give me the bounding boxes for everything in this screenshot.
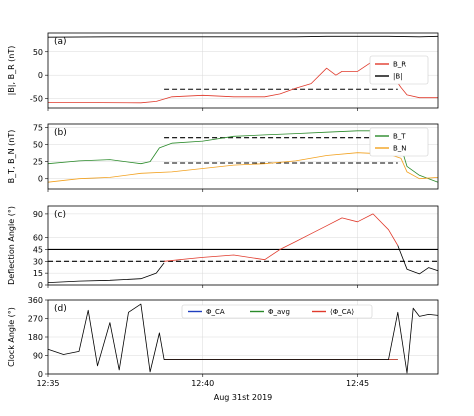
y-tick-label: 45	[33, 245, 43, 254]
y-tick-label: 0	[38, 281, 43, 290]
panel-label: (b)	[54, 128, 67, 138]
series-line-outside	[47, 262, 165, 283]
y-axis-label: |B|, B_R (nT)	[7, 46, 16, 96]
y-tick-label: 30	[33, 257, 43, 266]
y-tick-label: 90	[33, 210, 43, 219]
plot-frame	[47, 32, 439, 109]
x-tick-label: 12:40	[191, 379, 214, 388]
plot-frame	[47, 123, 439, 190]
panel-label: (a)	[54, 37, 67, 47]
legend-label: Φ_avg	[268, 308, 290, 316]
y-tick-label: 0	[38, 370, 43, 379]
y-tick-label: 75	[33, 123, 43, 132]
plot-frame	[47, 205, 439, 286]
series-line-b-r	[47, 60, 438, 104]
y-axis-label: Deflection Angle (°)	[7, 206, 16, 285]
legend-box	[369, 55, 429, 85]
panel-label: (d)	[54, 304, 67, 314]
x-tick-label: 12:45	[346, 379, 369, 388]
legend-box	[181, 304, 373, 319]
legend-box	[369, 127, 429, 157]
legend-label: B_T	[393, 133, 406, 141]
y-tick-label: 60	[33, 234, 43, 243]
y-tick-label: 25	[33, 158, 43, 167]
legend-label: ⟨Φ_CA⟩	[330, 308, 354, 316]
panel-2: 0 25 50 75 (b) B_T, B_N (nT) B_T B_N	[7, 123, 439, 192]
legend-label: |B|	[393, 73, 403, 81]
series-line-b-n	[47, 152, 439, 183]
series-line-after	[397, 245, 439, 275]
series-line-inside	[164, 213, 399, 262]
legend-label: B_R	[393, 61, 406, 69]
y-tick-label: 180	[28, 333, 43, 342]
y-tick-label: 0	[38, 71, 43, 80]
legend: Φ_CA Φ_avg ⟨Φ_CA⟩	[181, 304, 373, 319]
series-line-measured	[47, 303, 439, 374]
x-axis-label: Aug 31st 2019	[214, 393, 273, 402]
panel-3: 0 15 30 45 60 90 (c) Deflection Angle (°)	[7, 205, 439, 290]
panel-4: 0 90 180 270 360 (d) Clock Angle (°) Φ_CA Φ_avg ⟨…	[7, 296, 439, 379]
y-tick-label: 50	[33, 48, 43, 57]
y-tick-label: 15	[33, 269, 43, 278]
y-axis-label: B_T, B_N (nT)	[7, 130, 16, 184]
y-tick-label: 90	[33, 352, 43, 361]
legend: B_R |B|	[369, 55, 429, 85]
y-tick-label: 0	[38, 175, 43, 184]
y-tick-label: -50	[30, 95, 43, 104]
y-tick-label: 50	[33, 141, 43, 150]
y-axis-label: Clock Angle (°)	[7, 307, 16, 367]
y-tick-label: 270	[28, 315, 43, 324]
y-tick-label: 360	[28, 296, 43, 305]
x-tick-label: 12:35	[36, 379, 59, 388]
panel-1: -50 0 50 (a) |B|, B_R (nT) B_R |B|	[7, 32, 439, 111]
panel-label: (c)	[54, 210, 66, 220]
series-line-b	[47, 35, 439, 38]
legend: B_T B_N	[369, 127, 429, 157]
legend-label: Φ_CA	[206, 308, 225, 316]
legend-label: B_N	[393, 145, 407, 153]
